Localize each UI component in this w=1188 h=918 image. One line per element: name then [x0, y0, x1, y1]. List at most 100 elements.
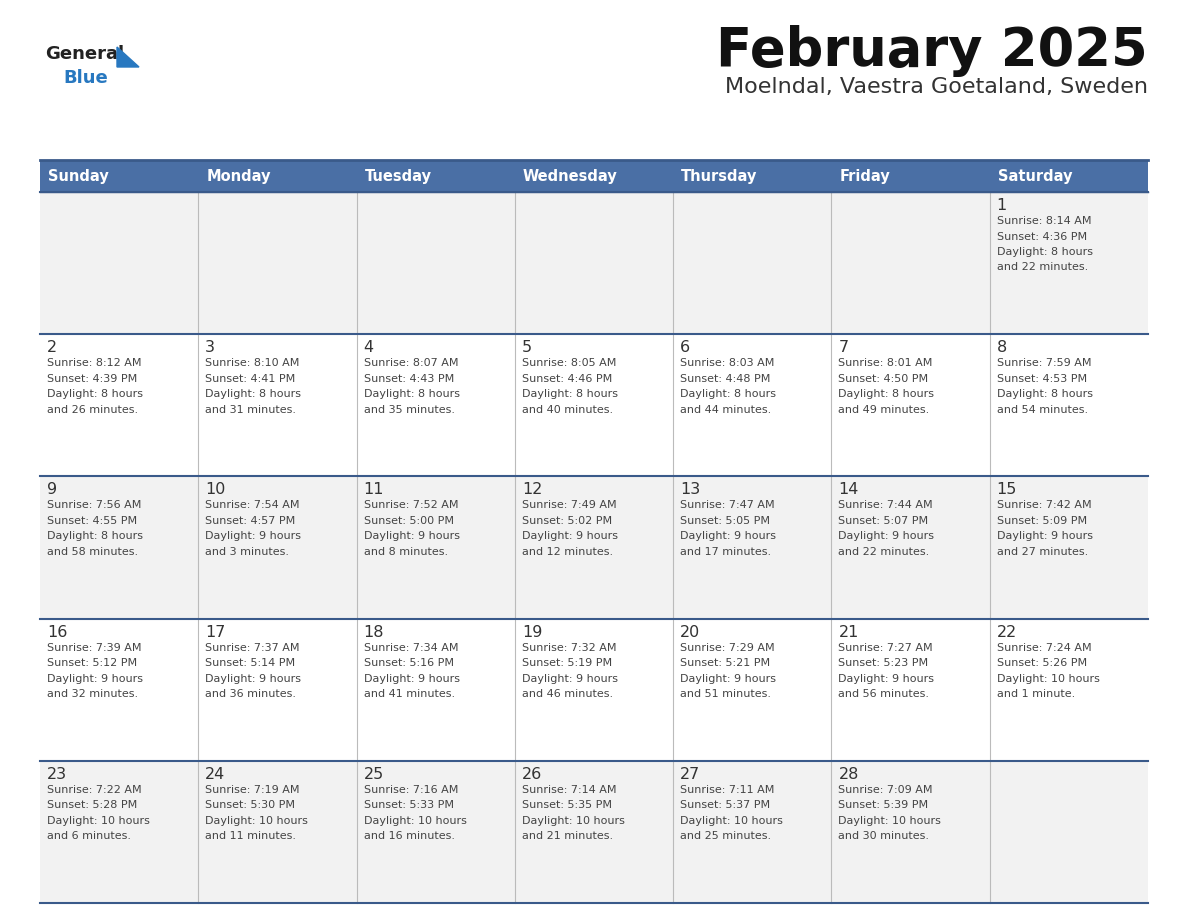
Text: Sunset: 4:41 PM: Sunset: 4:41 PM — [206, 374, 296, 384]
Text: and 58 minutes.: and 58 minutes. — [48, 547, 138, 557]
Bar — [40, 160, 198, 192]
Text: Sunrise: 7:16 AM: Sunrise: 7:16 AM — [364, 785, 457, 795]
Text: and 46 minutes.: and 46 minutes. — [522, 689, 613, 700]
Text: Sunrise: 7:56 AM: Sunrise: 7:56 AM — [48, 500, 141, 510]
Text: Daylight: 9 hours: Daylight: 9 hours — [522, 532, 618, 542]
Text: Sunrise: 8:07 AM: Sunrise: 8:07 AM — [364, 358, 459, 368]
Text: Sunrise: 7:42 AM: Sunrise: 7:42 AM — [997, 500, 1092, 510]
Text: Sunrise: 7:32 AM: Sunrise: 7:32 AM — [522, 643, 617, 653]
Text: Wednesday: Wednesday — [523, 169, 618, 184]
Bar — [40, 476, 198, 619]
Text: Sunrise: 7:14 AM: Sunrise: 7:14 AM — [522, 785, 617, 795]
Bar — [514, 619, 674, 761]
Bar — [198, 160, 356, 192]
Bar — [990, 334, 1148, 476]
Text: Sunset: 5:14 PM: Sunset: 5:14 PM — [206, 658, 296, 668]
Text: Blue: Blue — [63, 69, 108, 87]
Bar — [832, 619, 990, 761]
Bar — [832, 476, 990, 619]
Text: Daylight: 9 hours: Daylight: 9 hours — [997, 532, 1093, 542]
Text: Daylight: 10 hours: Daylight: 10 hours — [364, 816, 467, 826]
Text: 6: 6 — [681, 341, 690, 355]
Bar — [198, 761, 356, 903]
Bar — [990, 619, 1148, 761]
Text: 10: 10 — [206, 482, 226, 498]
Text: Sunrise: 8:10 AM: Sunrise: 8:10 AM — [206, 358, 299, 368]
Text: and 11 minutes.: and 11 minutes. — [206, 832, 296, 841]
Text: 7: 7 — [839, 341, 848, 355]
Text: 18: 18 — [364, 624, 384, 640]
Text: Sunset: 5:23 PM: Sunset: 5:23 PM — [839, 658, 929, 668]
Text: Sunset: 4:48 PM: Sunset: 4:48 PM — [681, 374, 771, 384]
Bar — [40, 192, 198, 334]
Text: Sunrise: 7:22 AM: Sunrise: 7:22 AM — [48, 785, 141, 795]
Text: Sunrise: 7:29 AM: Sunrise: 7:29 AM — [681, 643, 775, 653]
Bar — [40, 334, 198, 476]
Bar — [198, 192, 356, 334]
Text: Tuesday: Tuesday — [365, 169, 431, 184]
Text: Sunrise: 7:11 AM: Sunrise: 7:11 AM — [681, 785, 775, 795]
Text: 19: 19 — [522, 624, 542, 640]
Bar — [356, 619, 514, 761]
Bar — [514, 160, 674, 192]
Bar — [198, 476, 356, 619]
Text: and 51 minutes.: and 51 minutes. — [681, 689, 771, 700]
Text: Sunset: 5:28 PM: Sunset: 5:28 PM — [48, 800, 138, 811]
Text: and 41 minutes.: and 41 minutes. — [364, 689, 455, 700]
Text: Daylight: 9 hours: Daylight: 9 hours — [839, 532, 935, 542]
Text: 8: 8 — [997, 341, 1007, 355]
Text: and 44 minutes.: and 44 minutes. — [681, 405, 771, 415]
Text: Sunset: 5:30 PM: Sunset: 5:30 PM — [206, 800, 296, 811]
Bar — [832, 160, 990, 192]
Text: Sunset: 4:39 PM: Sunset: 4:39 PM — [48, 374, 138, 384]
Text: 22: 22 — [997, 624, 1017, 640]
Text: 5: 5 — [522, 341, 532, 355]
Bar — [514, 192, 674, 334]
Text: Sunset: 5:19 PM: Sunset: 5:19 PM — [522, 658, 612, 668]
Text: Daylight: 8 hours: Daylight: 8 hours — [48, 532, 143, 542]
Text: 28: 28 — [839, 767, 859, 782]
Text: Sunset: 5:26 PM: Sunset: 5:26 PM — [997, 658, 1087, 668]
Text: and 12 minutes.: and 12 minutes. — [522, 547, 613, 557]
Text: Sunset: 4:53 PM: Sunset: 4:53 PM — [997, 374, 1087, 384]
Text: Sunrise: 7:27 AM: Sunrise: 7:27 AM — [839, 643, 933, 653]
Text: and 36 minutes.: and 36 minutes. — [206, 689, 296, 700]
Text: Daylight: 8 hours: Daylight: 8 hours — [839, 389, 935, 399]
Text: Sunset: 5:37 PM: Sunset: 5:37 PM — [681, 800, 770, 811]
Bar — [832, 192, 990, 334]
Text: and 56 minutes.: and 56 minutes. — [839, 689, 929, 700]
Text: Daylight: 9 hours: Daylight: 9 hours — [206, 532, 302, 542]
Text: and 31 minutes.: and 31 minutes. — [206, 405, 296, 415]
Text: Sunset: 5:00 PM: Sunset: 5:00 PM — [364, 516, 454, 526]
Text: and 17 minutes.: and 17 minutes. — [681, 547, 771, 557]
Bar — [198, 334, 356, 476]
Text: 26: 26 — [522, 767, 542, 782]
Text: February 2025: February 2025 — [716, 25, 1148, 77]
Text: 15: 15 — [997, 482, 1017, 498]
Text: 25: 25 — [364, 767, 384, 782]
Text: Sunset: 4:55 PM: Sunset: 4:55 PM — [48, 516, 137, 526]
Text: Sunrise: 7:44 AM: Sunrise: 7:44 AM — [839, 500, 933, 510]
Text: and 3 minutes.: and 3 minutes. — [206, 547, 290, 557]
Text: Sunset: 4:36 PM: Sunset: 4:36 PM — [997, 231, 1087, 241]
Text: and 22 minutes.: and 22 minutes. — [839, 547, 930, 557]
Text: Daylight: 9 hours: Daylight: 9 hours — [681, 532, 776, 542]
Text: 16: 16 — [48, 624, 68, 640]
Text: Sunset: 5:02 PM: Sunset: 5:02 PM — [522, 516, 612, 526]
Bar — [674, 192, 832, 334]
Text: and 8 minutes.: and 8 minutes. — [364, 547, 448, 557]
Text: Sunset: 4:57 PM: Sunset: 4:57 PM — [206, 516, 296, 526]
Text: Thursday: Thursday — [681, 169, 758, 184]
Text: Sunset: 4:43 PM: Sunset: 4:43 PM — [364, 374, 454, 384]
Text: Daylight: 10 hours: Daylight: 10 hours — [839, 816, 941, 826]
Bar — [674, 334, 832, 476]
Text: 9: 9 — [48, 482, 57, 498]
Text: Sunrise: 8:12 AM: Sunrise: 8:12 AM — [48, 358, 141, 368]
Text: 4: 4 — [364, 341, 374, 355]
Text: and 6 minutes.: and 6 minutes. — [48, 832, 131, 841]
Text: Sunset: 4:50 PM: Sunset: 4:50 PM — [839, 374, 929, 384]
Text: Friday: Friday — [840, 169, 890, 184]
Text: Daylight: 10 hours: Daylight: 10 hours — [681, 816, 783, 826]
Text: Monday: Monday — [207, 169, 271, 184]
Text: Daylight: 9 hours: Daylight: 9 hours — [681, 674, 776, 684]
